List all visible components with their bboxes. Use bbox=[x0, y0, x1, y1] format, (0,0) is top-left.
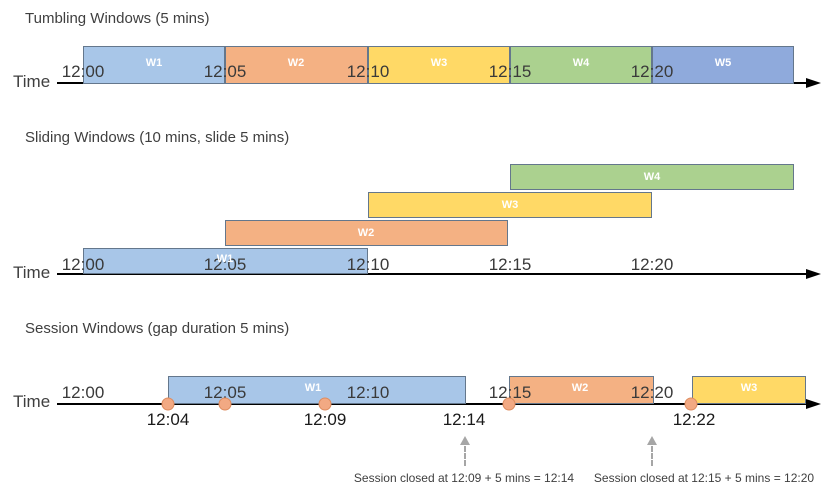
session-window-w2-label: W2 bbox=[571, 382, 589, 394]
tumbling-window-w1-label: W1 bbox=[145, 57, 163, 69]
sliding-window-w2 bbox=[225, 220, 508, 246]
sliding-tick-1215: 12:15 bbox=[488, 255, 532, 274]
tumbling-window-w5 bbox=[652, 46, 794, 84]
sliding-tick-1200: 12:00 bbox=[61, 255, 105, 274]
dashed-up-arrow-icon bbox=[647, 436, 657, 445]
sliding-time-axis bbox=[57, 273, 807, 275]
sliding-window-w1-label: W1 bbox=[216, 253, 234, 265]
sliding-window-w2-label: W2 bbox=[357, 227, 375, 239]
session-window-w3 bbox=[692, 376, 806, 404]
event-dot bbox=[161, 397, 175, 411]
event-dot bbox=[502, 397, 516, 411]
tumbling-tick-1200: 12:00 bbox=[61, 62, 105, 81]
sliding-window-w1 bbox=[83, 248, 368, 274]
session-window-w3-label: W3 bbox=[740, 382, 758, 394]
sliding-window-w4 bbox=[510, 164, 794, 190]
session-tick-1200: 12:00 bbox=[61, 383, 105, 402]
session-time-axis-label: Time bbox=[13, 392, 51, 411]
tumbling-window-w5-label: W5 bbox=[714, 57, 732, 69]
session-tick-1205: 12:05 bbox=[203, 383, 247, 402]
sliding-window-w4-label: W4 bbox=[643, 171, 661, 183]
tumbling-time-axis-label: Time bbox=[13, 72, 51, 91]
sliding-time-axis-label: Time bbox=[13, 263, 51, 282]
tumbling-window-w4-label: W4 bbox=[572, 57, 590, 69]
session-axis-arrow-icon bbox=[806, 399, 821, 409]
session-time-axis bbox=[57, 403, 807, 405]
tumbling-window-w3 bbox=[368, 46, 510, 84]
sliding-axis-arrow-icon bbox=[806, 269, 821, 279]
tumbling-tick-1205: 12:05 bbox=[203, 62, 247, 81]
session-title: Session Windows (gap duration 5 mins) bbox=[25, 320, 290, 337]
session-closed-annotation-1: Session closed at 12:09 + 5 mins = 12:14 bbox=[353, 471, 575, 485]
tumbling-window-w4 bbox=[510, 46, 652, 84]
session-tick-1220: 12:20 bbox=[630, 383, 674, 402]
sliding-tick-1220: 12:20 bbox=[630, 255, 674, 274]
dashed-up-arrow-icon bbox=[460, 436, 470, 445]
dashed-arrow-line bbox=[464, 446, 466, 466]
event-dot bbox=[218, 397, 232, 411]
session-window-w1-label: W1 bbox=[304, 382, 322, 394]
session-closed-annotation-2: Session closed at 12:15 + 5 mins = 12:20 bbox=[593, 471, 815, 485]
tumbling-tick-1220: 12:20 bbox=[630, 62, 674, 81]
tumbling-title: Tumbling Windows (5 mins) bbox=[25, 10, 210, 27]
dashed-arrow-line bbox=[651, 446, 653, 466]
session-event-label-1222: 12:22 bbox=[672, 410, 716, 429]
session-tick-1210: 12:10 bbox=[346, 383, 390, 402]
event-dot bbox=[318, 397, 332, 411]
event-dot bbox=[684, 397, 698, 411]
tumbling-window-w2-label: W2 bbox=[287, 57, 305, 69]
tumbling-window-w2 bbox=[225, 46, 368, 84]
tumbling-window-w1 bbox=[83, 46, 225, 84]
tumbling-tick-1210: 12:10 bbox=[346, 62, 390, 81]
session-event-label-1214: 12:14 bbox=[442, 410, 486, 429]
session-tick-1215: 12:15 bbox=[488, 383, 532, 402]
session-window-w1 bbox=[168, 376, 466, 404]
session-window-w2 bbox=[509, 376, 654, 404]
tumbling-axis-arrow-icon bbox=[806, 78, 821, 88]
sliding-tick-1205: 12:05 bbox=[203, 255, 247, 274]
tumbling-window-w3-label: W3 bbox=[430, 57, 448, 69]
session-event-label-1209: 12:09 bbox=[303, 410, 347, 429]
tumbling-tick-1215: 12:15 bbox=[488, 62, 532, 81]
sliding-tick-1210: 12:10 bbox=[346, 255, 390, 274]
sliding-title: Sliding Windows (10 mins, slide 5 mins) bbox=[25, 129, 290, 146]
sliding-window-w3 bbox=[368, 192, 652, 218]
session-event-label-1204: 12:04 bbox=[146, 410, 190, 429]
sliding-window-w3-label: W3 bbox=[501, 199, 519, 211]
